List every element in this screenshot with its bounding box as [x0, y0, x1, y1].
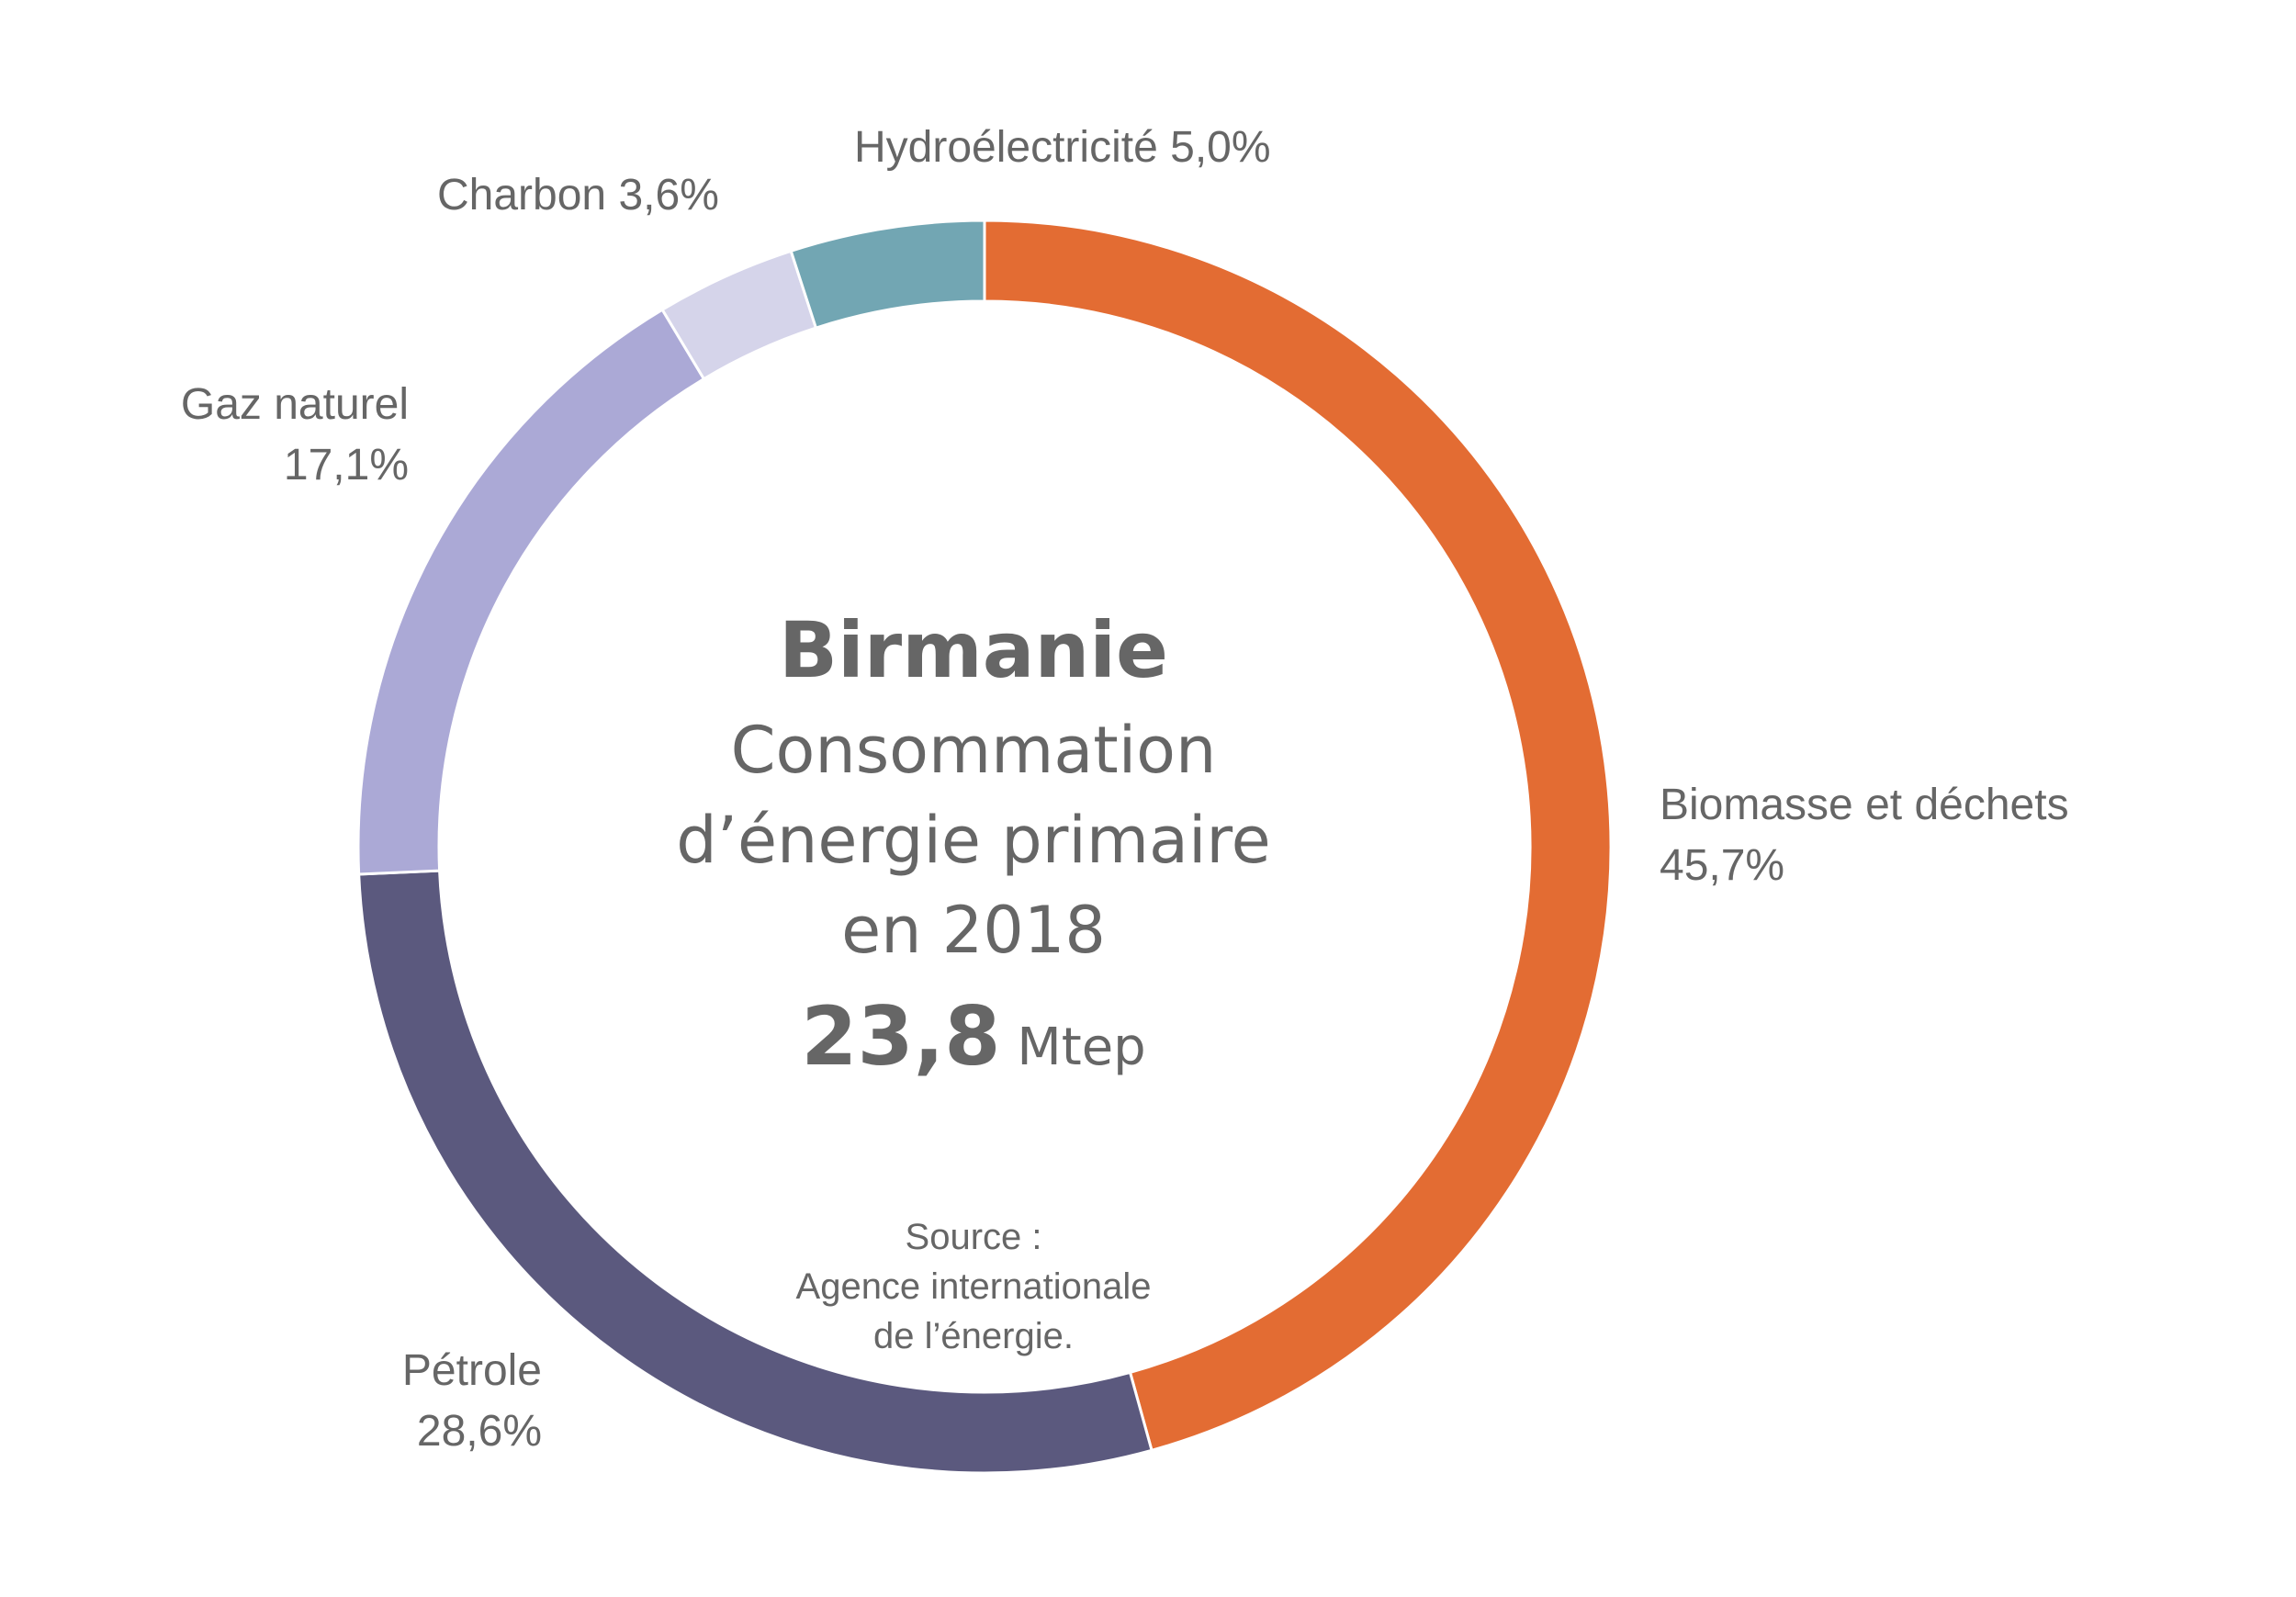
- donut-slices: [356, 219, 1613, 1475]
- source-line-3: de l’énergie.: [873, 1316, 1074, 1356]
- source-line-1: Source :: [905, 1217, 1042, 1257]
- label-petrole: Pétrole 28,6%: [402, 1341, 542, 1462]
- center-total-unit: Mtep: [1017, 1018, 1146, 1077]
- label-petrole-value: 28,6%: [416, 1407, 542, 1456]
- center-total: 23,8 Mtep: [514, 977, 1433, 1120]
- center-country: Birmanie: [778, 605, 1169, 695]
- slice-biomasse-et-dechets: [983, 219, 1613, 1453]
- label-charbon: Charbon 3,6%: [437, 165, 719, 226]
- source-note: Source : Agence internationale de l’éner…: [698, 1212, 1249, 1361]
- label-biomasse-value: 45,7%: [1660, 841, 1785, 890]
- slice-hydroelectricite: [789, 219, 986, 330]
- label-charbon-value: 3,6%: [618, 171, 719, 219]
- label-hydroelectricite-value: 5,0%: [1170, 123, 1271, 172]
- center-subtitle-line-1: Consommation: [730, 713, 1217, 788]
- label-charbon-name: Charbon: [437, 171, 607, 219]
- label-petrole-name: Pétrole: [401, 1346, 542, 1395]
- label-gaz-naturel-name: Gaz naturel: [180, 380, 409, 429]
- label-biomasse: Biomasse et déchets 45,7%: [1660, 775, 2069, 896]
- center-total-value: 23,8: [801, 989, 1001, 1084]
- center-title-block: Birmanie Consommation d’énergie primaire…: [514, 595, 1433, 1120]
- center-subtitle-line-2: d’énergie primaire: [676, 803, 1271, 878]
- label-gaz-naturel: Gaz naturel 17,1%: [181, 375, 409, 496]
- center-subtitle-line-3: en 2018: [841, 893, 1106, 968]
- label-hydroelectricite: Hydroélectricité 5,0%: [854, 118, 1271, 178]
- label-hydroelectricite-name: Hydroélectricité: [854, 123, 1158, 172]
- label-biomasse-name: Biomasse et déchets: [1660, 781, 2069, 829]
- source-line-2: Agence internationale: [795, 1266, 1152, 1307]
- label-gaz-naturel-value: 17,1%: [283, 441, 409, 489]
